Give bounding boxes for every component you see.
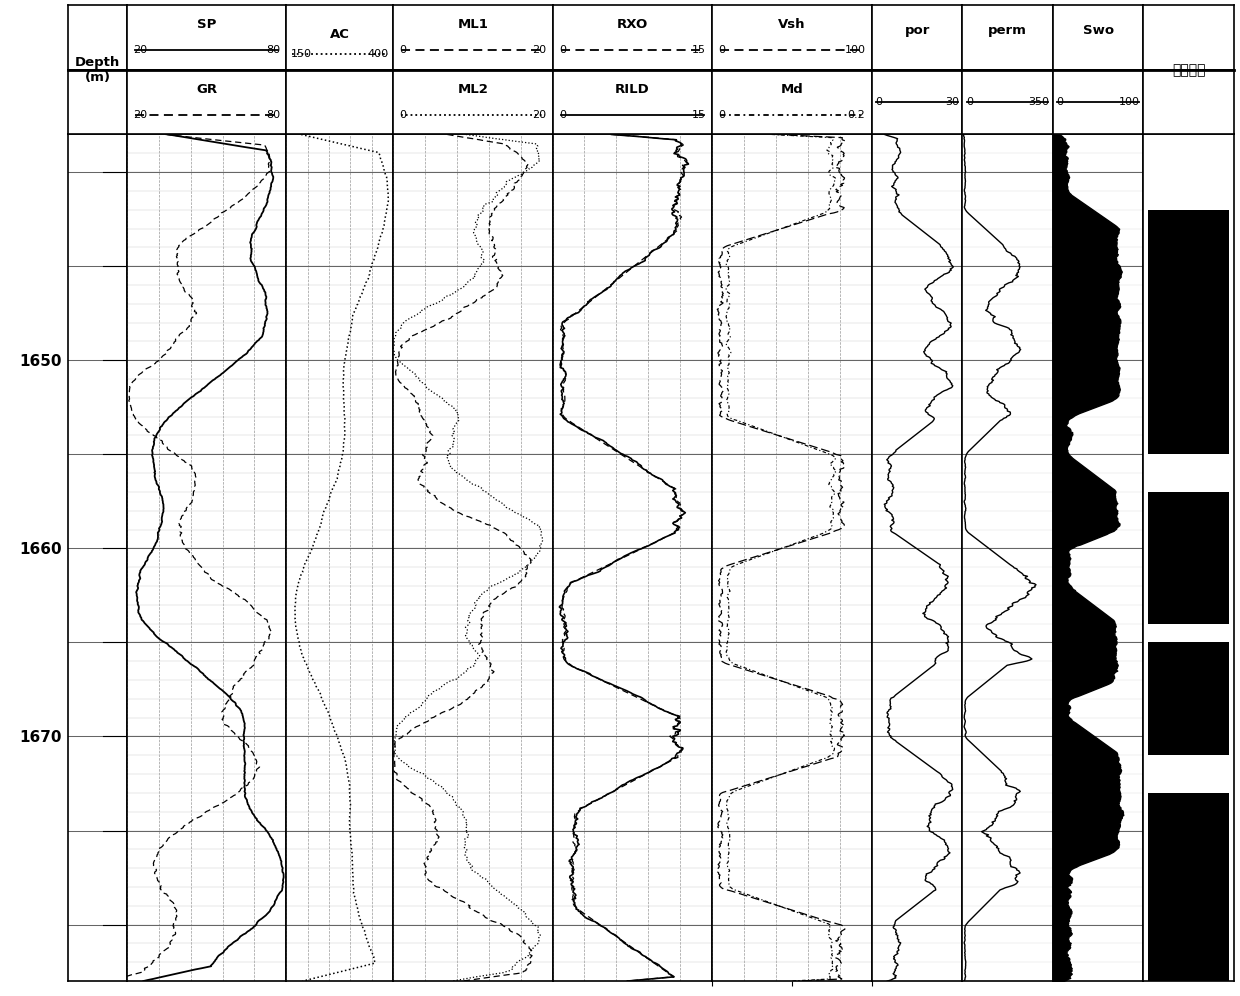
Text: 0: 0 xyxy=(966,97,973,108)
Text: 0: 0 xyxy=(399,45,407,56)
Text: Vsh: Vsh xyxy=(779,18,806,31)
Text: 20: 20 xyxy=(133,45,148,56)
Text: 400: 400 xyxy=(367,49,388,59)
Bar xyxy=(1148,492,1229,623)
Text: GR: GR xyxy=(196,83,217,96)
Text: 0: 0 xyxy=(719,110,725,121)
Text: 350: 350 xyxy=(1028,97,1049,108)
Text: SP: SP xyxy=(197,18,216,31)
Text: 100: 100 xyxy=(1118,97,1140,108)
Text: 150: 150 xyxy=(290,49,311,59)
Text: 80: 80 xyxy=(265,45,280,56)
Text: perm: perm xyxy=(988,24,1027,38)
Text: Md: Md xyxy=(781,83,804,96)
Text: ML2: ML2 xyxy=(458,83,489,96)
Text: 0: 0 xyxy=(1056,97,1064,108)
Bar xyxy=(1148,642,1229,755)
Bar xyxy=(1148,793,1229,981)
Text: por: por xyxy=(904,24,930,38)
Text: 0.2: 0.2 xyxy=(848,110,866,121)
Text: 0: 0 xyxy=(719,45,725,56)
Text: 20: 20 xyxy=(532,45,546,56)
Text: 20: 20 xyxy=(532,110,546,121)
Text: 解释结论: 解释结论 xyxy=(1172,63,1205,77)
Text: 20: 20 xyxy=(133,110,148,121)
Text: ML1: ML1 xyxy=(458,18,489,31)
Text: Swo: Swo xyxy=(1083,24,1114,38)
Text: 15: 15 xyxy=(692,110,706,121)
Text: 15: 15 xyxy=(692,45,706,56)
Text: 30: 30 xyxy=(945,97,959,108)
Text: 0: 0 xyxy=(875,97,883,108)
Text: 0: 0 xyxy=(399,110,407,121)
Text: 0: 0 xyxy=(559,110,565,121)
Text: 80: 80 xyxy=(265,110,280,121)
Text: 100: 100 xyxy=(844,45,866,56)
Text: 0: 0 xyxy=(559,45,565,56)
Text: RXO: RXO xyxy=(616,18,649,31)
Bar xyxy=(1148,210,1229,454)
Text: Depth
(m): Depth (m) xyxy=(74,56,120,84)
Text: RILD: RILD xyxy=(615,83,650,96)
Text: AC: AC xyxy=(330,28,350,41)
